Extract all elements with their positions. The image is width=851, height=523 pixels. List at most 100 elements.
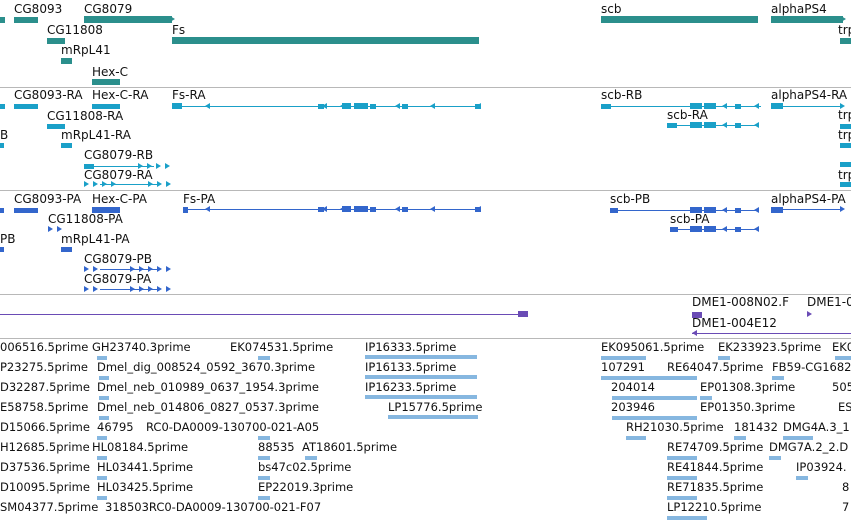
transcript-exon[interactable] <box>172 103 182 109</box>
est-feature[interactable] <box>258 476 270 480</box>
transcript-bar-trp[interactable] <box>840 143 851 148</box>
clone-bar-dme1-008n02-f[interactable] <box>692 312 702 318</box>
exon-chevron[interactable] <box>130 266 135 272</box>
protein-intron-scb-pb[interactable] <box>618 210 758 211</box>
clone-line-dme1-004e12[interactable] <box>692 333 851 334</box>
est-feature[interactable] <box>601 376 697 380</box>
protein-exon[interactable] <box>402 207 408 212</box>
gene-bar-cg8093[interactable] <box>14 17 38 23</box>
protein-exon[interactable] <box>771 207 783 213</box>
protein-exon[interactable] <box>670 227 678 232</box>
est-feature[interactable] <box>734 436 746 440</box>
transcript-exon[interactable] <box>704 122 716 128</box>
est-feature[interactable] <box>258 356 270 360</box>
est-feature[interactable] <box>99 376 109 380</box>
est-feature[interactable] <box>796 476 808 480</box>
exon-chevron[interactable] <box>148 181 153 187</box>
transcript-exon[interactable] <box>84 164 94 169</box>
transcript-bar-cg11808-ra[interactable] <box>47 124 65 129</box>
exon-chevron[interactable] <box>157 266 162 272</box>
exon-chevron[interactable] <box>157 286 162 292</box>
transcript-exon[interactable] <box>475 104 481 109</box>
est-feature[interactable] <box>365 375 477 379</box>
strand-arrow[interactable] <box>322 103 327 109</box>
est-feature[interactable] <box>667 376 697 380</box>
protein-exon[interactable] <box>342 206 351 212</box>
exon-chevron[interactable] <box>48 226 53 232</box>
est-feature[interactable] <box>258 436 270 440</box>
transcript-bar-trp[interactable] <box>840 182 851 187</box>
est-feature[interactable] <box>97 496 107 500</box>
strand-arrow[interactable] <box>395 103 400 109</box>
strand-arrow[interactable] <box>205 206 210 212</box>
transcript-exon[interactable] <box>402 104 408 109</box>
transcript-exon[interactable] <box>735 123 741 128</box>
exon-chevron[interactable] <box>138 163 143 169</box>
strand-arrow[interactable] <box>722 207 727 213</box>
transcript-exon[interactable] <box>690 122 702 128</box>
transcript-exon[interactable] <box>667 123 677 128</box>
strand-arrow[interactable] <box>430 206 435 212</box>
gene-bar-alphaps4[interactable] <box>771 16 843 23</box>
strand-arrow[interactable] <box>430 103 435 109</box>
protein-exon[interactable] <box>475 207 481 212</box>
est-feature[interactable] <box>305 456 317 460</box>
exon-chevron[interactable] <box>93 266 98 272</box>
est-feature[interactable] <box>769 456 781 460</box>
exon-chevron[interactable] <box>166 266 171 272</box>
exon-chevron[interactable] <box>139 266 144 272</box>
transcript-intron-fs-ra[interactable] <box>182 106 480 107</box>
est-feature[interactable] <box>772 376 784 380</box>
est-feature[interactable] <box>667 456 697 460</box>
strand-arrow[interactable] <box>722 122 727 128</box>
gene-bar-trp[interactable] <box>840 38 851 44</box>
est-feature[interactable] <box>365 355 477 359</box>
strand-arrow[interactable] <box>754 122 759 128</box>
protein-exon[interactable] <box>735 227 741 232</box>
exon-chevron[interactable] <box>57 226 62 232</box>
strand-arrow[interactable] <box>722 103 727 109</box>
transcript-exon[interactable] <box>601 104 611 109</box>
transcript-intron[interactable] <box>100 184 160 185</box>
transcript-intron-scb-rb[interactable] <box>611 106 761 107</box>
exon-chevron[interactable] <box>166 181 171 187</box>
est-feature[interactable] <box>258 496 270 500</box>
transcript-bar-mrpl41-ra[interactable] <box>61 143 72 148</box>
est-feature[interactable] <box>99 396 109 400</box>
protein-exon[interactable] <box>610 208 618 213</box>
est-feature[interactable] <box>612 416 697 420</box>
strand-arrow[interactable] <box>807 311 812 317</box>
strand-arrow[interactable] <box>322 206 327 212</box>
protein-bar-left[interactable] <box>0 247 4 252</box>
est-feature[interactable] <box>667 496 697 500</box>
transcript-exon[interactable] <box>370 104 376 109</box>
strand-arrow[interactable] <box>754 226 759 232</box>
est-feature[interactable] <box>700 396 712 400</box>
transcript-exon[interactable] <box>354 103 368 109</box>
transcript-exon[interactable] <box>704 103 716 109</box>
exon-chevron[interactable] <box>84 266 89 272</box>
protein-exon[interactable] <box>354 206 368 212</box>
est-feature[interactable] <box>667 476 697 480</box>
gene-bar-mrpl41[interactable] <box>61 58 72 64</box>
exon-chevron[interactable] <box>147 163 152 169</box>
protein-exon[interactable] <box>318 207 324 212</box>
protein-exon[interactable] <box>704 226 716 232</box>
est-feature[interactable] <box>97 476 107 480</box>
gene-bar-cg11808[interactable] <box>47 38 65 44</box>
gene-bar-scb[interactable] <box>601 16 758 23</box>
exon-chevron[interactable] <box>148 286 153 292</box>
strand-arrow[interactable] <box>205 103 210 109</box>
exon-chevron[interactable] <box>93 286 98 292</box>
est-feature[interactable] <box>388 415 478 419</box>
protein-exon[interactable] <box>704 207 716 213</box>
exon-chevron[interactable] <box>156 163 161 169</box>
est-feature[interactable] <box>97 456 107 460</box>
exon-chevron[interactable] <box>84 286 89 292</box>
transcript-intron[interactable] <box>94 166 154 167</box>
protein-bar-cg8093-pa[interactable] <box>14 208 38 213</box>
protein-exon[interactable] <box>370 207 376 212</box>
exon-chevron[interactable] <box>93 181 98 187</box>
exon-chevron[interactable] <box>165 163 170 169</box>
gene-bar-cg8079[interactable] <box>84 16 172 23</box>
